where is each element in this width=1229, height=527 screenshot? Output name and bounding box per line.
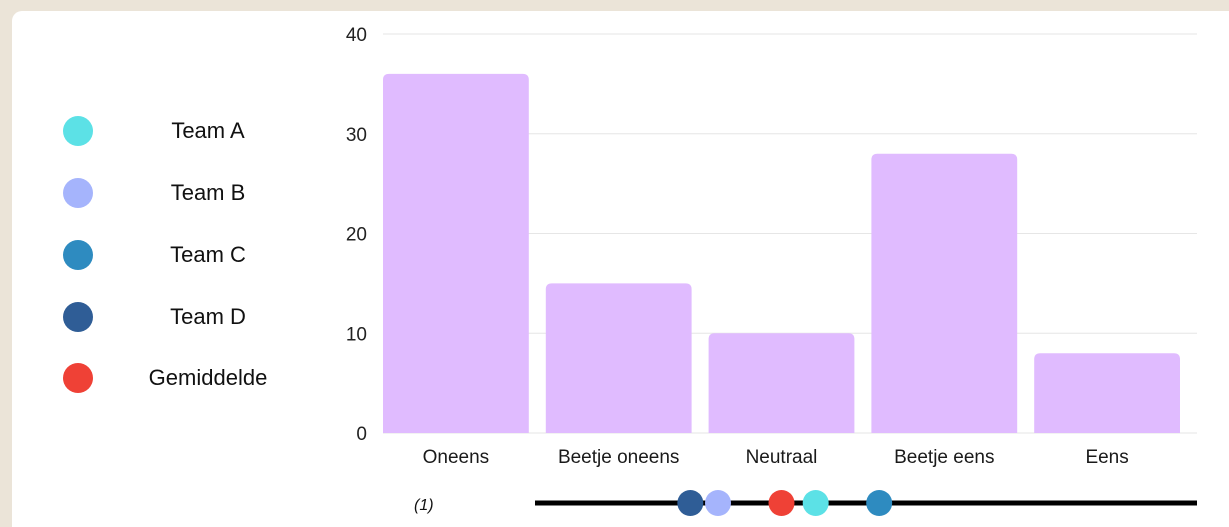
scale-marker-team-c <box>866 490 893 516</box>
x-axis: Oneens Beetje oneens Neutraal Beetje eens Ee… <box>423 447 1129 468</box>
scale-marker-gemiddelde <box>768 490 795 516</box>
bar-beetje-oneens <box>545 283 692 433</box>
legend-label: Team D <box>170 304 246 329</box>
legend-item-team-c: Team C <box>0 240 300 270</box>
legend-swatch <box>63 178 93 208</box>
bar-oneens <box>383 73 529 434</box>
x-tick-label: Beetje eens <box>894 447 994 468</box>
score-scale: (1) <box>414 490 1197 516</box>
y-tick-label: 0 <box>356 424 367 445</box>
legend-swatch <box>63 240 93 270</box>
legend-label: Team A <box>171 118 245 143</box>
scale-marker-team-b <box>705 490 732 516</box>
legend-item-gemiddelde: Gemiddelde <box>0 363 300 393</box>
legend-label: Team C <box>170 242 246 267</box>
x-tick-label: Beetje oneens <box>558 447 680 468</box>
y-tick-label: 40 <box>346 25 367 46</box>
bar-neutraal <box>708 333 855 433</box>
legend-swatch <box>63 363 93 393</box>
legend-swatch <box>63 302 93 332</box>
y-tick-label: 30 <box>346 125 367 146</box>
bars <box>383 73 1180 434</box>
y-tick-label: 10 <box>346 324 367 345</box>
bar-beetje-eens <box>871 153 1018 433</box>
x-tick-label: Eens <box>1085 447 1128 468</box>
chart-card <box>12 11 1229 527</box>
y-axis: 0 10 20 30 40 <box>346 25 367 445</box>
scale-note: (1) <box>414 497 434 514</box>
legend-item-team-a: Team A <box>0 116 300 146</box>
x-tick-label: Neutraal <box>746 447 818 468</box>
bar-eens <box>1034 353 1180 433</box>
legend-label: Gemiddelde <box>148 365 268 390</box>
legend-label: Team B <box>170 180 246 205</box>
y-tick-label: 20 <box>346 225 367 246</box>
legend-item-team-d: Team D <box>0 302 300 332</box>
legend-item-team-b: Team B <box>0 178 300 208</box>
x-tick-label: Oneens <box>423 447 490 468</box>
scale-marker-team-d <box>677 490 704 516</box>
legend-swatch <box>63 116 93 146</box>
scale-marker-team-a <box>802 490 829 516</box>
